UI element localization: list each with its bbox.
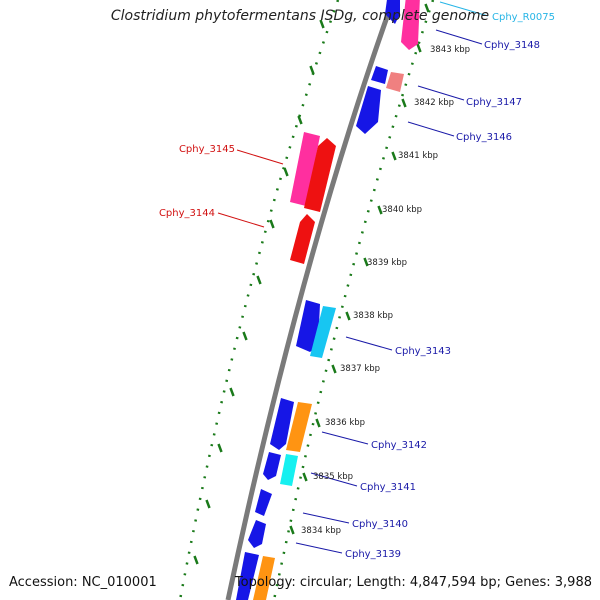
gene-feature[interactable] [356, 86, 381, 134]
gene-features [236, 0, 420, 600]
ruler-tick [401, 98, 407, 108]
ruler-tick [345, 311, 351, 321]
gene-label[interactable]: Cphy_3143 [395, 346, 451, 357]
ruler-tick [315, 418, 321, 428]
kbp-label: 3837 kbp [340, 364, 380, 374]
gene-feature[interactable] [385, 0, 400, 24]
ruler-tick [391, 151, 397, 161]
ruler-tick [424, 3, 430, 13]
gene-labels: Cphy_R0075 Cphy_3148 Cphy_3147 Cphy_3146 Cph… [159, 12, 555, 560]
gene-feature[interactable] [286, 402, 312, 452]
ruler-tick [363, 257, 369, 267]
ruler-tick [297, 115, 303, 125]
kbp-labels: 3843 kbp 3842 kbp 3841 kbp 3840 kbp 3839 kbp… [301, 45, 470, 536]
gene-feature[interactable] [371, 66, 388, 84]
leader-line [295, 542, 343, 554]
label-leaders [217, 1, 489, 554]
gene-feature[interactable] [253, 556, 275, 600]
leader-line [217, 212, 265, 228]
ruler-tick [309, 65, 315, 75]
gene-feature[interactable] [290, 132, 320, 206]
ruler-tick [217, 443, 223, 453]
leader-line [236, 149, 284, 165]
kbp-label: 3839 kbp [367, 258, 407, 268]
gene-label[interactable]: Cphy_3141 [360, 482, 416, 493]
kbp-label: 3841 kbp [398, 151, 438, 161]
gene-feature[interactable] [296, 300, 320, 352]
gene-label[interactable]: Cphy_3139 [345, 549, 401, 560]
ruler-tick [256, 275, 262, 285]
gene-feature[interactable] [290, 214, 315, 264]
gene-feature[interactable] [386, 72, 404, 92]
leader-line [302, 512, 350, 524]
gene-label[interactable]: Cphy_3142 [371, 440, 427, 451]
gene-feature[interactable] [263, 452, 281, 480]
ruler-tick [193, 555, 199, 565]
gene-label[interactable]: Cphy_3148 [484, 40, 540, 51]
leader-line [439, 1, 489, 17]
ruler-tick [242, 331, 248, 341]
gene-feature[interactable] [280, 454, 298, 486]
ruler-tick [331, 364, 337, 374]
gene-feature[interactable] [401, 0, 420, 50]
kbp-label: 3834 kbp [301, 526, 341, 536]
gene-label[interactable]: Cphy_3144 [159, 208, 215, 219]
ruler-tick [319, 19, 325, 29]
kbp-label: 3835 kbp [313, 472, 353, 482]
kbp-label: 3838 kbp [353, 311, 393, 321]
gene-label[interactable]: Cphy_3147 [466, 97, 522, 108]
ruler-tick [205, 499, 211, 509]
leader-line [321, 431, 369, 445]
gene-feature[interactable] [236, 552, 259, 600]
ruler-tick [416, 43, 422, 53]
ruler-tick [289, 525, 295, 535]
leader-line [310, 472, 358, 487]
ruler-tick [283, 167, 289, 177]
gene-feature[interactable] [270, 398, 294, 450]
gene-feature[interactable] [248, 520, 266, 548]
ruler-tick [229, 387, 235, 397]
kbp-label: 3842 kbp [414, 98, 454, 108]
gene-feature[interactable] [255, 489, 272, 516]
kbp-label: 3836 kbp [325, 418, 365, 428]
gene-feature[interactable] [304, 138, 336, 212]
gene-label[interactable]: Cphy_3145 [179, 144, 235, 155]
gene-feature[interactable] [310, 306, 336, 358]
ruler-tick [302, 472, 308, 482]
gene-label[interactable]: Cphy_3146 [456, 132, 512, 143]
ruler-tick [269, 219, 275, 229]
gene-label[interactable]: Cphy_R0075 [492, 12, 555, 23]
leader-line [435, 29, 483, 45]
genome-backbone [225, 0, 396, 600]
accession-text: Accession: NC_010001 [9, 575, 157, 590]
leader-line [407, 121, 455, 137]
kbp-label: 3840 kbp [382, 205, 422, 215]
map-title: Clostridium phytofermentans ISDg, comple… [110, 8, 490, 24]
topology-text: Topology: circular; Length: 4,847,594 bp… [234, 575, 592, 590]
leader-line [417, 85, 465, 101]
kbp-label: 3843 kbp [430, 45, 470, 55]
gene-label[interactable]: Cphy_3140 [352, 519, 408, 530]
leader-line [345, 336, 393, 351]
ruler-ticks [193, 3, 430, 565]
ruler-tick [377, 205, 383, 215]
